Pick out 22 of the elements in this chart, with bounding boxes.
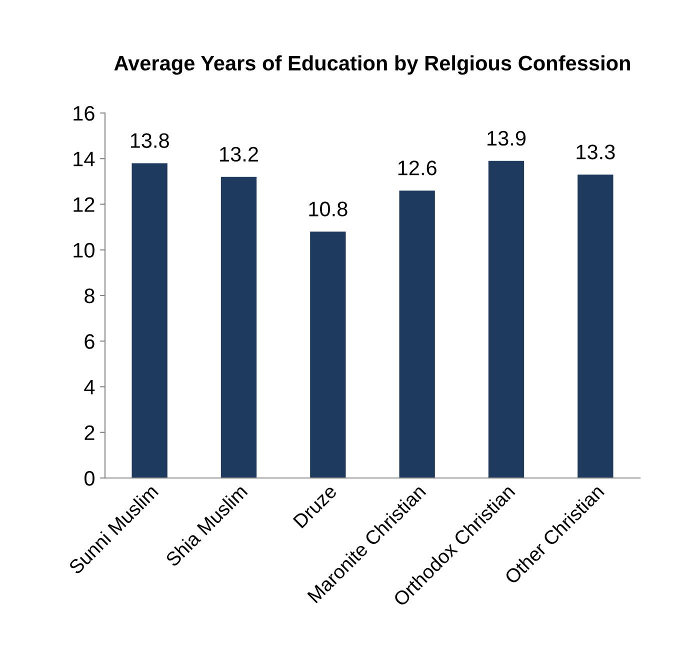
y-tick-label: 10 (74, 242, 94, 258)
y-tick-label: 4 (84, 380, 95, 394)
y-tick-label: 14 (74, 152, 95, 166)
data-label: 13.3 (576, 144, 615, 160)
y-tick-label: 16 (74, 106, 94, 121)
data-label: 12.6 (398, 160, 436, 176)
y-tick-label: 2 (84, 425, 94, 440)
data-label: 13.2 (220, 146, 258, 162)
data-label: 13.9 (488, 130, 526, 146)
bar (220, 176, 257, 478)
y-tick-label: 8 (84, 288, 94, 304)
y-tick-label: 12 (74, 197, 94, 212)
data-label: 13.8 (130, 133, 169, 148)
data-label: 10.8 (309, 202, 348, 216)
y-tick-label: 0 (84, 471, 94, 486)
bar (399, 190, 435, 478)
bar (132, 163, 168, 478)
bar (578, 174, 614, 478)
y-tick-label: 6 (84, 334, 94, 349)
bar (310, 232, 346, 478)
bar (488, 160, 524, 478)
chart-title: Average Years of Education by Relgious Confession (114, 55, 630, 75)
